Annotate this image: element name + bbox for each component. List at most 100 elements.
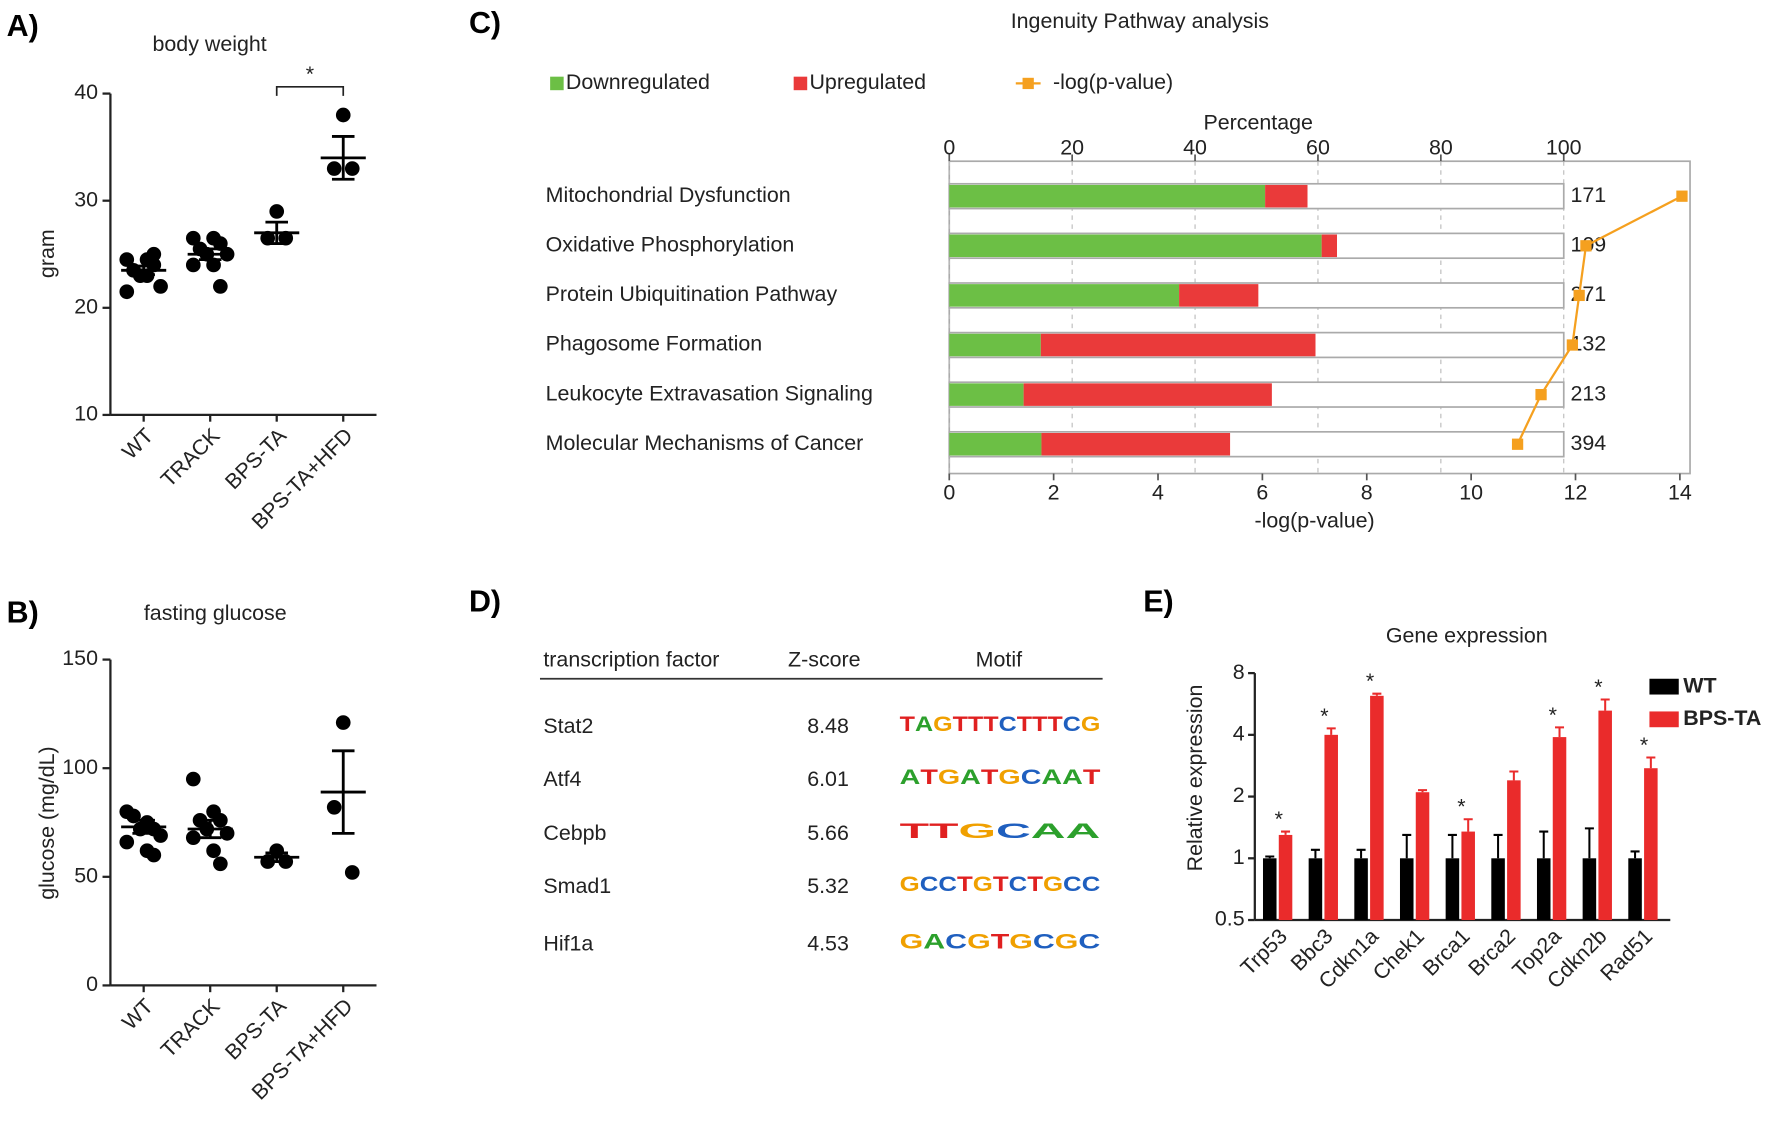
error-bar bbox=[1600, 698, 1610, 711]
x-tick-label: 60 bbox=[1306, 135, 1330, 159]
error-bar bbox=[1493, 833, 1503, 859]
error-bar bbox=[1584, 827, 1594, 859]
factor-name: Cebpb bbox=[543, 821, 606, 845]
error-bar bbox=[1555, 726, 1565, 738]
data-point bbox=[278, 230, 294, 246]
error-bar bbox=[1447, 833, 1457, 859]
bar bbox=[1262, 858, 1277, 921]
line-marker bbox=[1580, 240, 1592, 252]
x-tick-label: 40 bbox=[1183, 135, 1207, 159]
data-point bbox=[185, 830, 201, 846]
error-bar bbox=[132, 818, 155, 835]
y-tick-label: 8 bbox=[1233, 660, 1245, 684]
bar bbox=[1552, 737, 1567, 921]
x2-tick-label: 14 bbox=[1668, 480, 1692, 504]
error-bar bbox=[1509, 770, 1519, 781]
data-point bbox=[119, 834, 135, 850]
bar bbox=[1370, 695, 1384, 921]
x2-axis-label: -log(p-value) bbox=[1254, 509, 1374, 533]
legend-label: Upregulated bbox=[809, 70, 926, 94]
line bbox=[1516, 195, 1683, 445]
y-tick-label: 100 bbox=[62, 755, 98, 779]
bar-segment bbox=[1040, 333, 1316, 357]
x2-tick-label: 2 bbox=[1048, 480, 1060, 504]
error-bar bbox=[198, 247, 222, 262]
legend-label: -log(p-value) bbox=[1053, 70, 1173, 94]
bar-segment bbox=[1321, 234, 1338, 258]
bar bbox=[1582, 858, 1597, 921]
column-header: Motif bbox=[976, 647, 1022, 671]
legend-marker bbox=[1022, 77, 1034, 90]
data-point bbox=[326, 161, 342, 176]
data-point bbox=[146, 246, 162, 262]
significance-label: * bbox=[1594, 675, 1602, 699]
y-tick-label: 40 bbox=[74, 80, 98, 104]
error-bar bbox=[1265, 855, 1275, 859]
x2-tick-label: 10 bbox=[1459, 480, 1483, 504]
error-bar bbox=[331, 749, 355, 835]
z-score: 5.32 bbox=[807, 874, 849, 898]
legend-label: Downregulated bbox=[566, 70, 710, 94]
data-point bbox=[185, 230, 201, 246]
error-bar bbox=[265, 220, 288, 245]
legend-label: WT bbox=[1683, 673, 1716, 697]
data-point bbox=[185, 771, 201, 787]
z-score: 4.53 bbox=[807, 931, 849, 955]
column-header: Z-score bbox=[788, 647, 861, 671]
significance-label: * bbox=[1457, 795, 1465, 819]
data-point bbox=[269, 204, 285, 219]
x-tick-label: 20 bbox=[1060, 135, 1084, 159]
line-marker bbox=[1676, 190, 1688, 202]
chart-title: Ingenuity Pathway analysis bbox=[1011, 9, 1269, 33]
category-label: Phagosome Formation bbox=[546, 332, 763, 356]
legend-swatch bbox=[1649, 678, 1679, 695]
y-tick-label: 2 bbox=[1233, 783, 1245, 807]
factor-name: Stat2 bbox=[543, 714, 593, 738]
bar-segment bbox=[1041, 432, 1231, 456]
bar bbox=[1628, 858, 1642, 921]
category-label: Leukocyte Extravasation Signaling bbox=[546, 381, 873, 405]
factor-name: Smad1 bbox=[543, 874, 611, 898]
bar bbox=[1324, 734, 1338, 921]
x2-tick-label: 4 bbox=[1152, 480, 1164, 504]
count-label: 213 bbox=[1571, 381, 1607, 405]
error-bar bbox=[1356, 848, 1366, 859]
error-bar bbox=[132, 264, 155, 277]
data-point bbox=[153, 279, 168, 294]
x-tick-label: 0 bbox=[943, 135, 955, 159]
error-bar bbox=[1463, 818, 1473, 832]
bar bbox=[1644, 768, 1658, 921]
data-point bbox=[206, 257, 221, 273]
data-point bbox=[213, 856, 228, 872]
data-point bbox=[344, 865, 360, 880]
category-label: Protein Ubiquitination Pathway bbox=[546, 282, 838, 306]
line-marker bbox=[1535, 388, 1547, 401]
bar bbox=[1536, 858, 1551, 921]
data-point bbox=[269, 843, 285, 859]
bar-segment bbox=[949, 432, 1042, 456]
data-point bbox=[260, 230, 276, 246]
y-tick-label: 4 bbox=[1233, 721, 1245, 745]
y-tick-label: 150 bbox=[62, 646, 98, 670]
line-marker bbox=[1573, 289, 1585, 302]
factor-name: Atf4 bbox=[543, 767, 581, 791]
significance-label: * bbox=[1366, 669, 1374, 693]
bar-segment bbox=[949, 184, 1266, 208]
legend-label: BPS-TA bbox=[1683, 706, 1761, 730]
data-point bbox=[153, 828, 168, 843]
bar bbox=[1507, 780, 1521, 921]
panel-label: C) bbox=[469, 6, 501, 40]
bar-segment bbox=[1179, 284, 1259, 307]
z-score: 8.48 bbox=[807, 714, 849, 738]
legend-swatch bbox=[1649, 711, 1679, 728]
column-header: transcription factor bbox=[543, 647, 719, 671]
bar-segment bbox=[1023, 383, 1272, 406]
significance-label: * bbox=[306, 62, 314, 86]
y-axis-label: gram bbox=[35, 229, 59, 278]
data-point bbox=[119, 284, 135, 300]
